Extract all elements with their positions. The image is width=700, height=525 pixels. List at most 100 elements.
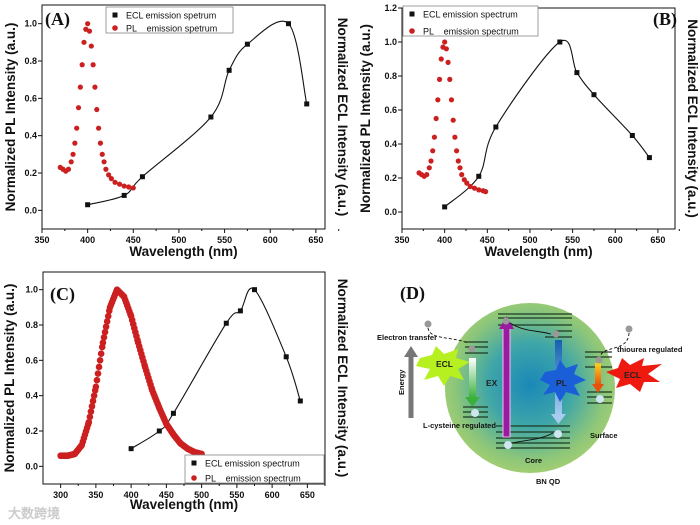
pl-point xyxy=(454,148,460,154)
x-tick-label: 450 xyxy=(159,490,174,500)
pl-point xyxy=(476,187,482,193)
pl-point xyxy=(112,179,118,185)
pl-point xyxy=(430,148,436,154)
x-tick-label: 400 xyxy=(437,235,452,245)
x-tick-label: 300 xyxy=(53,490,68,500)
ecl-point xyxy=(156,428,162,434)
plot-frame xyxy=(401,7,676,230)
bn-qd-label: BN QD xyxy=(536,477,561,486)
legend-box xyxy=(105,6,234,34)
ecl-fit-line xyxy=(444,39,650,208)
y-tick-label: 1.0 xyxy=(384,37,397,47)
bn-qd-sphere xyxy=(445,303,615,473)
x-tick-label: 500 xyxy=(194,490,209,500)
x-tick-label: 600 xyxy=(263,235,278,245)
pl-point xyxy=(90,392,98,399)
pl-point xyxy=(483,189,489,195)
legend: ECL emission spetrum PL emission spetrum xyxy=(105,6,234,34)
green-emission-arrow xyxy=(469,358,476,398)
x-tick-label: 550 xyxy=(229,490,244,500)
pl-point xyxy=(95,363,103,371)
pl-point xyxy=(435,97,441,103)
thiourea-label: thiourea regulated xyxy=(617,345,683,354)
x-tick-label: 450 xyxy=(480,235,495,245)
pl-point xyxy=(126,184,132,190)
l-cysteine-label: L-cysteine regulated xyxy=(423,421,496,430)
pl-point xyxy=(431,134,438,140)
transfer-paths xyxy=(427,322,630,444)
pl-point xyxy=(464,180,470,186)
legend-label: ECL emission spetrum xyxy=(126,11,216,21)
ex-excitation-arrow xyxy=(502,326,511,438)
pl-point xyxy=(442,39,448,45)
ecl-fit-line xyxy=(130,287,301,450)
pl-point xyxy=(89,397,97,405)
pl-point xyxy=(424,172,430,178)
pl-point xyxy=(93,376,101,384)
legend-box xyxy=(184,454,325,484)
y-axis-title-right: Normalized ECL Intensity (a.u.) xyxy=(335,279,350,478)
x-tick-label: 400 xyxy=(124,490,139,500)
pl-point xyxy=(75,105,82,111)
pl-point xyxy=(101,159,107,165)
pl-point xyxy=(94,106,100,113)
pl-point xyxy=(130,185,136,191)
pl-point xyxy=(426,165,432,171)
x-tick-label: 350 xyxy=(88,490,103,500)
plot-frame xyxy=(42,271,326,485)
charts: 350 400 450 500 550 600 650 0.0 0.2 0.4 0.6 0.8 1.0 W… xyxy=(2,3,700,512)
pl-point xyxy=(97,350,105,358)
ecl-point xyxy=(283,354,289,360)
pl-point xyxy=(438,56,444,62)
y-tick-label: 0.8 xyxy=(24,56,37,66)
pl-point xyxy=(108,176,114,182)
pl-point xyxy=(65,166,72,172)
pl-point xyxy=(94,370,102,377)
pl-point xyxy=(87,408,95,415)
x-axis-title: Wavelength (nm) xyxy=(130,497,238,512)
energy-label: Energy xyxy=(397,369,406,395)
pl-point xyxy=(450,117,456,123)
y-tick-label: 0.0 xyxy=(384,207,397,217)
legend-label: PL emission spetrum xyxy=(126,24,217,34)
legend-label: ECL emission spectrum xyxy=(205,459,300,469)
ecl-point xyxy=(237,308,243,314)
pl-point xyxy=(106,172,112,178)
pl-point xyxy=(445,59,451,65)
legend-label: PL emission spectrum xyxy=(205,474,301,484)
ecl-point xyxy=(574,70,580,76)
holes xyxy=(471,395,604,449)
pl-point xyxy=(97,140,104,146)
pl-point xyxy=(447,76,453,82)
ecl-point xyxy=(557,39,563,45)
ecl-green-burst-icon xyxy=(416,346,470,386)
y-tick-label: 0.0 xyxy=(24,205,37,215)
pl-point xyxy=(68,159,74,165)
pl-point xyxy=(452,134,458,140)
y-axis-title-left: Normalized PL Intensity (a.u.) xyxy=(358,24,373,213)
y-tick-label: 0.4 xyxy=(24,131,37,141)
pl-point xyxy=(104,312,112,320)
pl-point xyxy=(88,43,94,49)
ecl-point xyxy=(629,133,635,138)
ecl-point xyxy=(226,67,232,73)
orange-emission-arrow xyxy=(595,363,601,385)
y-tick-label: 0.8 xyxy=(384,71,397,81)
ecl-point xyxy=(223,320,229,326)
y-tick-label: 0.8 xyxy=(25,320,38,330)
pl-point xyxy=(428,158,434,164)
ecl-point xyxy=(646,155,652,161)
x-tick-label: 350 xyxy=(34,235,49,245)
x-tick-label: 350 xyxy=(394,235,409,245)
x-axis-title: Wavelength (nm) xyxy=(129,244,237,259)
pl-point xyxy=(471,185,478,191)
pl-point xyxy=(100,334,108,341)
pl-arrow-head-icon xyxy=(551,414,566,424)
pl-point xyxy=(92,84,98,90)
pl-point xyxy=(457,165,463,171)
x-tick-label: 600 xyxy=(265,490,280,500)
orange-arrow-head-icon xyxy=(592,384,604,393)
ecl-point xyxy=(591,92,597,98)
ecl-point xyxy=(121,192,127,198)
pl-point xyxy=(77,84,83,90)
